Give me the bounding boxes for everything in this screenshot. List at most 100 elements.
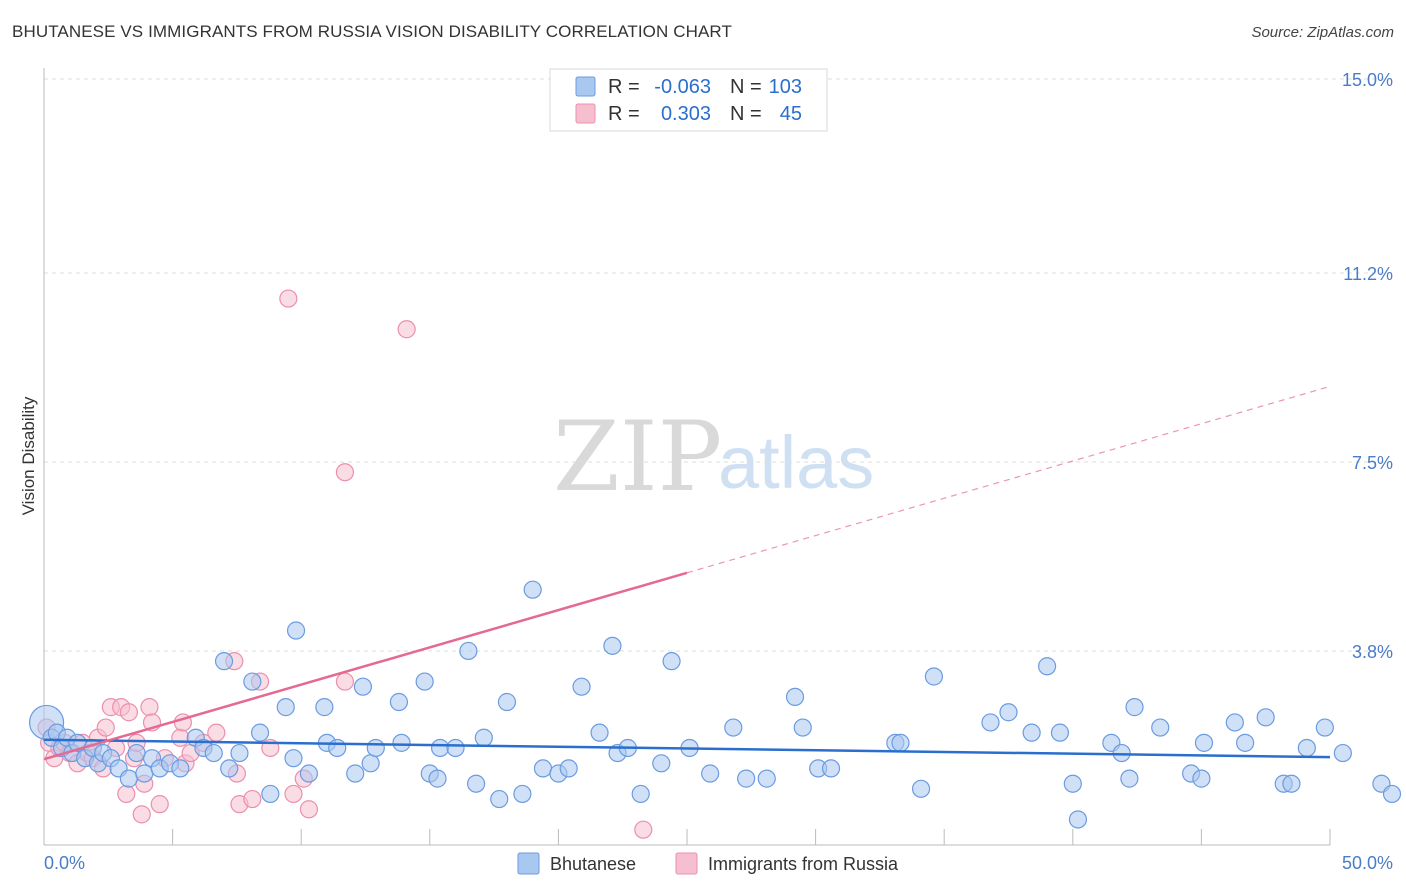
- bottom-legend-label-bhutanese: Bhutanese: [550, 854, 636, 874]
- russia-point-31: [207, 723, 226, 742]
- bhutanese-point-70: [785, 687, 805, 707]
- bhutanese-point-87: [1120, 769, 1139, 788]
- bhutanese-point-78: [981, 713, 1000, 732]
- trend-lines: [43, 385, 1331, 761]
- bhutanese-point-29: [276, 698, 295, 717]
- bhutanese-point-83: [1063, 774, 1082, 793]
- bhutanese-point-97: [1282, 774, 1301, 793]
- russia-point-24: [150, 795, 169, 814]
- bhutanese-point-58: [590, 723, 609, 742]
- bhutanese-point-39: [366, 738, 385, 758]
- bhutanese-point-82: [1050, 723, 1070, 742]
- bottom-legend-swatch-russia: [675, 852, 698, 875]
- bhutanese-point-91: [1192, 769, 1211, 788]
- russia-point-38: [279, 289, 298, 308]
- russia-point-26: [171, 728, 190, 747]
- bhutanese-point-19: [171, 759, 190, 778]
- bhutanese-point-67: [724, 718, 743, 737]
- watermark-zip: ZIP: [553, 401, 722, 513]
- russia-point-12: [96, 718, 115, 737]
- bhutanese-point-69: [757, 769, 776, 788]
- bhutanese-point-64: [662, 652, 681, 671]
- series-bhutanese-points: [28, 580, 1402, 829]
- bhutanese-point-54: [533, 759, 553, 778]
- x-tick-marks: [43, 829, 1331, 845]
- bhutanese-point-24: [220, 759, 239, 778]
- legend-swatch-bhutanese: [575, 76, 596, 97]
- russia-point-39: [284, 784, 303, 804]
- russia-point-16: [117, 784, 136, 804]
- x-tick-label-max: 50.0%: [1342, 853, 1393, 873]
- y-tick-label-2: 11.2%: [1343, 264, 1393, 284]
- bhutanese-point-57: [572, 677, 591, 696]
- bhutanese-point-52: [513, 784, 532, 804]
- bhutanese-point-89: [1151, 718, 1170, 737]
- bhutanese-point-95: [1256, 708, 1275, 727]
- legend-r-value-2: 0.303: [661, 103, 711, 125]
- bhutanese-point-68: [737, 769, 756, 788]
- bhutanese-point-88: [1125, 698, 1144, 717]
- legend-r-value-1: -0.063: [654, 76, 711, 98]
- russia-point-20: [132, 805, 151, 824]
- legend-r-label-1: R =: [608, 76, 640, 98]
- bhutanese-point-33: [315, 698, 334, 717]
- bhutanese-point-77: [924, 667, 944, 686]
- trend-line-bhutanese: [43, 738, 1331, 759]
- y-axis-title: Vision Disability: [19, 396, 38, 515]
- chart-title: BHUTANESE VS IMMIGRANTS FROM RUSSIA VISI…: [12, 22, 732, 41]
- bhutanese-point-80: [1022, 723, 1041, 742]
- bhutanese-point-14: [127, 743, 146, 763]
- x-tick-label-min: 0.0%: [44, 853, 85, 873]
- bhutanese-point-25: [230, 743, 249, 763]
- legend-swatch-russia: [575, 103, 596, 124]
- bhutanese-point-98: [1297, 738, 1316, 758]
- russia-point-44: [397, 320, 416, 339]
- russia-point-42: [335, 672, 355, 691]
- russia-point-43: [335, 463, 355, 482]
- bhutanese-point-92: [1194, 733, 1214, 752]
- legend-n-label-2: N =: [730, 103, 762, 125]
- y-tick-labels: 3.8% 7.5% 11.2% 15.0%: [1342, 70, 1393, 662]
- bhutanese-point-63: [652, 754, 671, 773]
- russia-point-22: [140, 698, 159, 717]
- bhutanese-point-79: [999, 703, 1018, 722]
- y-tick-label-3: 15.0%: [1342, 70, 1393, 90]
- russia-point-41: [299, 800, 319, 819]
- bhutanese-point-47: [459, 641, 478, 661]
- bhutanese-point-49: [474, 728, 493, 747]
- trend-line-russia-dashed: [686, 385, 1331, 574]
- bhutanese-point-99: [1315, 718, 1334, 737]
- bhutanese-point-42: [415, 672, 434, 691]
- bhutanese-point-26: [243, 672, 262, 691]
- legend-n-value-1: 103: [769, 76, 802, 98]
- bottom-legend: Bhutanese Immigrants from Russia: [517, 852, 899, 875]
- bhutanese-point-81: [1037, 657, 1057, 676]
- bhutanese-point-27: [250, 723, 270, 742]
- bhutanese-point-75: [891, 733, 910, 752]
- bhutanese-point-36: [346, 764, 365, 783]
- bhutanese-point-32: [299, 764, 319, 783]
- bhutanese-point-41: [392, 733, 411, 752]
- bottom-legend-swatch-bhutanese: [517, 852, 540, 875]
- bhutanese-point-30: [284, 749, 303, 768]
- bhutanese-point-66: [701, 764, 720, 783]
- bhutanese-point-73: [821, 759, 841, 778]
- source-label: Source: ZipAtlas.com: [1251, 24, 1394, 41]
- bhutanese-point-28: [261, 784, 280, 804]
- russia-point-45: [634, 820, 653, 839]
- bhutanese-point-94: [1236, 733, 1255, 752]
- bhutanese-point-59: [603, 636, 622, 655]
- bhutanese-point-51: [497, 692, 517, 712]
- bhutanese-point-93: [1225, 713, 1244, 732]
- bhutanese-point-31: [286, 621, 306, 640]
- bhutanese-point-56: [559, 759, 578, 778]
- y-tick-label-1: 7.5%: [1352, 453, 1393, 473]
- legend-r-label-2: R =: [608, 103, 640, 125]
- legend-n-label-1: N =: [730, 76, 762, 98]
- bhutanese-point-40: [389, 692, 409, 712]
- trend-line-russia-solid: [43, 571, 688, 761]
- russia-point-35: [243, 789, 262, 809]
- bhutanese-point-48: [466, 774, 486, 793]
- bhutanese-point-44: [428, 769, 447, 788]
